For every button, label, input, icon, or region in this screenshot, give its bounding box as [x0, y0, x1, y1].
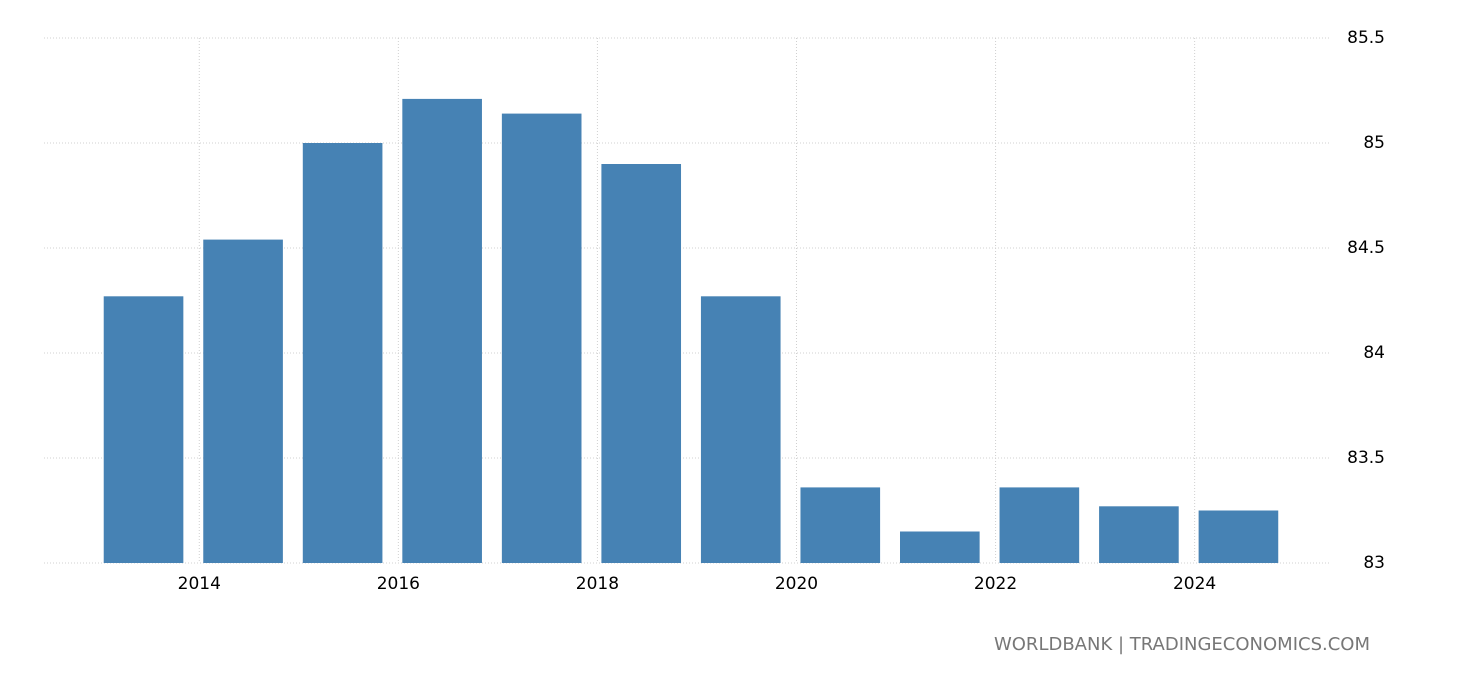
bar — [203, 239, 283, 563]
x-tick-label: 2016 — [377, 574, 420, 594]
y-tick-label: 85.5 — [1347, 28, 1385, 48]
bar — [302, 143, 383, 563]
bar — [103, 296, 184, 563]
bar — [999, 487, 1080, 563]
y-tick-label: 83 — [1363, 553, 1385, 573]
y-tick-label: 85 — [1363, 133, 1385, 153]
bar — [700, 296, 781, 563]
y-tick-label: 84.5 — [1347, 238, 1385, 258]
source: WORLDBANK | TRADINGECONOMICS.COM — [994, 634, 1370, 655]
bar — [501, 113, 582, 563]
bar — [900, 531, 980, 563]
x-tick-label: 2020 — [775, 574, 818, 594]
bar — [1198, 510, 1279, 563]
y-tick-label: 83.5 — [1347, 448, 1385, 468]
x-tick-label: 2014 — [178, 574, 221, 594]
x-tick-label: 2024 — [1173, 574, 1216, 594]
bar — [800, 487, 881, 563]
bar — [601, 164, 682, 563]
y-tick-label: 84 — [1363, 343, 1385, 363]
bar — [1099, 506, 1179, 563]
bar — [402, 98, 482, 564]
x-tick-label: 2018 — [576, 574, 619, 594]
x-tick-label: 2022 — [974, 574, 1017, 594]
